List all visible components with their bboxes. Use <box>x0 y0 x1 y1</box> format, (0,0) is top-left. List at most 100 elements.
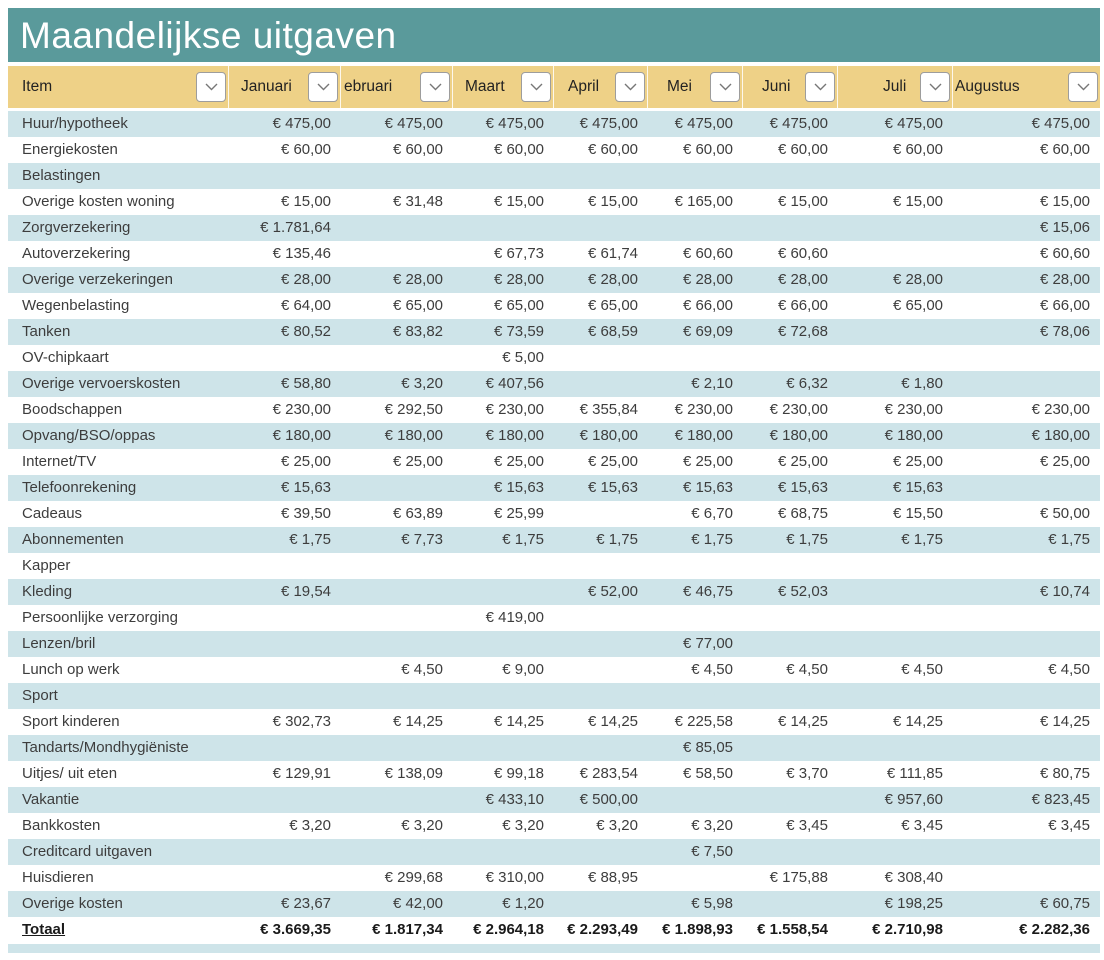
amount-cell[interactable]: € 180,00 <box>485 427 544 444</box>
amount-cell[interactable]: € 7,50 <box>691 843 733 860</box>
amount-cell[interactable]: € 15,63 <box>892 479 943 496</box>
total-cell[interactable]: € 1.898,93 <box>662 921 733 938</box>
filter-dropdown-juli[interactable] <box>920 72 950 102</box>
amount-cell[interactable]: € 3,20 <box>502 817 544 834</box>
amount-cell[interactable]: € 63,89 <box>392 505 443 522</box>
amount-cell[interactable]: € 433,10 <box>485 791 544 808</box>
filter-dropdown-item[interactable] <box>196 72 226 102</box>
amount-cell[interactable] <box>229 839 341 865</box>
amount-cell[interactable]: € 3,70 <box>786 765 828 782</box>
amount-cell[interactable]: € 475,00 <box>272 115 331 132</box>
amount-cell[interactable] <box>554 553 648 579</box>
amount-cell[interactable]: € 80,75 <box>1039 765 1090 782</box>
amount-cell[interactable]: € 60,00 <box>392 141 443 158</box>
amount-cell[interactable]: € 15,00 <box>280 193 331 210</box>
amount-cell[interactable]: € 3,45 <box>1048 817 1090 834</box>
amount-cell[interactable] <box>953 605 1100 631</box>
amount-cell[interactable]: € 475,00 <box>1031 115 1090 132</box>
filter-dropdown-februari[interactable] <box>420 72 450 102</box>
amount-cell[interactable] <box>341 839 453 865</box>
amount-cell[interactable] <box>838 631 953 657</box>
amount-cell[interactable]: € 73,59 <box>493 323 544 340</box>
item-cell[interactable]: Energiekosten <box>22 141 118 158</box>
amount-cell[interactable]: € 15,00 <box>587 193 638 210</box>
amount-cell[interactable] <box>554 891 648 917</box>
amount-cell[interactable]: € 180,00 <box>674 427 733 444</box>
amount-cell[interactable] <box>648 345 743 371</box>
amount-cell[interactable]: € 65,00 <box>892 297 943 314</box>
column-header-juli[interactable]: Juli <box>838 66 953 108</box>
amount-cell[interactable] <box>648 865 743 891</box>
amount-cell[interactable] <box>838 241 953 267</box>
amount-cell[interactable] <box>341 735 453 761</box>
amount-cell[interactable] <box>838 683 953 709</box>
amount-cell[interactable]: € 83,82 <box>392 323 443 340</box>
amount-cell[interactable]: € 475,00 <box>485 115 544 132</box>
amount-cell[interactable] <box>554 371 648 397</box>
total-cell[interactable]: € 2.710,98 <box>872 921 943 938</box>
amount-cell[interactable] <box>341 605 453 631</box>
amount-cell[interactable] <box>554 839 648 865</box>
amount-cell[interactable] <box>229 605 341 631</box>
item-cell[interactable]: Kleding <box>22 583 73 600</box>
amount-cell[interactable] <box>953 553 1100 579</box>
column-header-mei[interactable]: Mei <box>648 66 743 108</box>
amount-cell[interactable]: € 10,74 <box>1039 583 1090 600</box>
amount-cell[interactable]: € 25,00 <box>493 453 544 470</box>
amount-cell[interactable]: € 198,25 <box>884 895 943 912</box>
item-cell[interactable]: Overige verzekeringen <box>22 271 173 288</box>
amount-cell[interactable]: € 67,73 <box>493 245 544 262</box>
amount-cell[interactable]: € 180,00 <box>884 427 943 444</box>
item-cell[interactable]: Creditcard uitgaven <box>22 843 153 860</box>
amount-cell[interactable]: € 302,73 <box>272 713 331 730</box>
amount-cell[interactable] <box>648 683 743 709</box>
amount-cell[interactable] <box>229 345 341 371</box>
amount-cell[interactable]: € 60,00 <box>1039 141 1090 158</box>
amount-cell[interactable] <box>554 631 648 657</box>
amount-cell[interactable]: € 25,00 <box>392 453 443 470</box>
total-label[interactable]: Totaal <box>22 921 66 938</box>
amount-cell[interactable]: € 7,73 <box>401 531 443 548</box>
amount-cell[interactable]: € 1,75 <box>786 531 828 548</box>
column-header-maart[interactable]: Maart <box>453 66 554 108</box>
amount-cell[interactable]: € 2,10 <box>691 375 733 392</box>
column-header-augustus[interactable]: Augustus <box>953 66 1100 108</box>
amount-cell[interactable]: € 69,09 <box>682 323 733 340</box>
item-cell[interactable]: Kapper <box>22 557 71 574</box>
amount-cell[interactable] <box>743 735 838 761</box>
amount-cell[interactable]: € 355,84 <box>579 401 638 418</box>
amount-cell[interactable]: € 3,20 <box>596 817 638 834</box>
amount-cell[interactable]: € 3,20 <box>401 817 443 834</box>
amount-cell[interactable]: € 230,00 <box>272 401 331 418</box>
amount-cell[interactable] <box>838 579 953 605</box>
amount-cell[interactable]: € 15,00 <box>892 193 943 210</box>
amount-cell[interactable]: € 1.781,64 <box>260 219 331 236</box>
amount-cell[interactable]: € 1,80 <box>901 375 943 392</box>
amount-cell[interactable]: € 15,00 <box>1039 193 1090 210</box>
amount-cell[interactable] <box>229 683 341 709</box>
amount-cell[interactable]: € 60,00 <box>892 141 943 158</box>
amount-cell[interactable] <box>953 865 1100 891</box>
amount-cell[interactable]: € 4,50 <box>901 661 943 678</box>
amount-cell[interactable] <box>743 683 838 709</box>
amount-cell[interactable]: € 4,50 <box>786 661 828 678</box>
amount-cell[interactable]: € 60,00 <box>777 141 828 158</box>
amount-cell[interactable]: € 60,00 <box>682 141 733 158</box>
amount-cell[interactable] <box>953 631 1100 657</box>
column-header-april[interactable]: April <box>554 66 648 108</box>
amount-cell[interactable]: € 65,00 <box>392 297 443 314</box>
amount-cell[interactable]: € 60,60 <box>777 245 828 262</box>
amount-cell[interactable]: € 68,75 <box>777 505 828 522</box>
amount-cell[interactable] <box>743 605 838 631</box>
amount-cell[interactable]: € 175,88 <box>769 869 828 886</box>
amount-cell[interactable]: € 25,00 <box>777 453 828 470</box>
amount-cell[interactable] <box>743 553 838 579</box>
amount-cell[interactable]: € 15,00 <box>777 193 828 210</box>
amount-cell[interactable] <box>341 475 453 501</box>
amount-cell[interactable] <box>838 605 953 631</box>
amount-cell[interactable] <box>953 163 1100 189</box>
item-cell[interactable]: Opvang/BSO/oppas <box>22 427 156 444</box>
amount-cell[interactable]: € 1,75 <box>596 531 638 548</box>
amount-cell[interactable] <box>453 683 554 709</box>
amount-cell[interactable] <box>554 735 648 761</box>
